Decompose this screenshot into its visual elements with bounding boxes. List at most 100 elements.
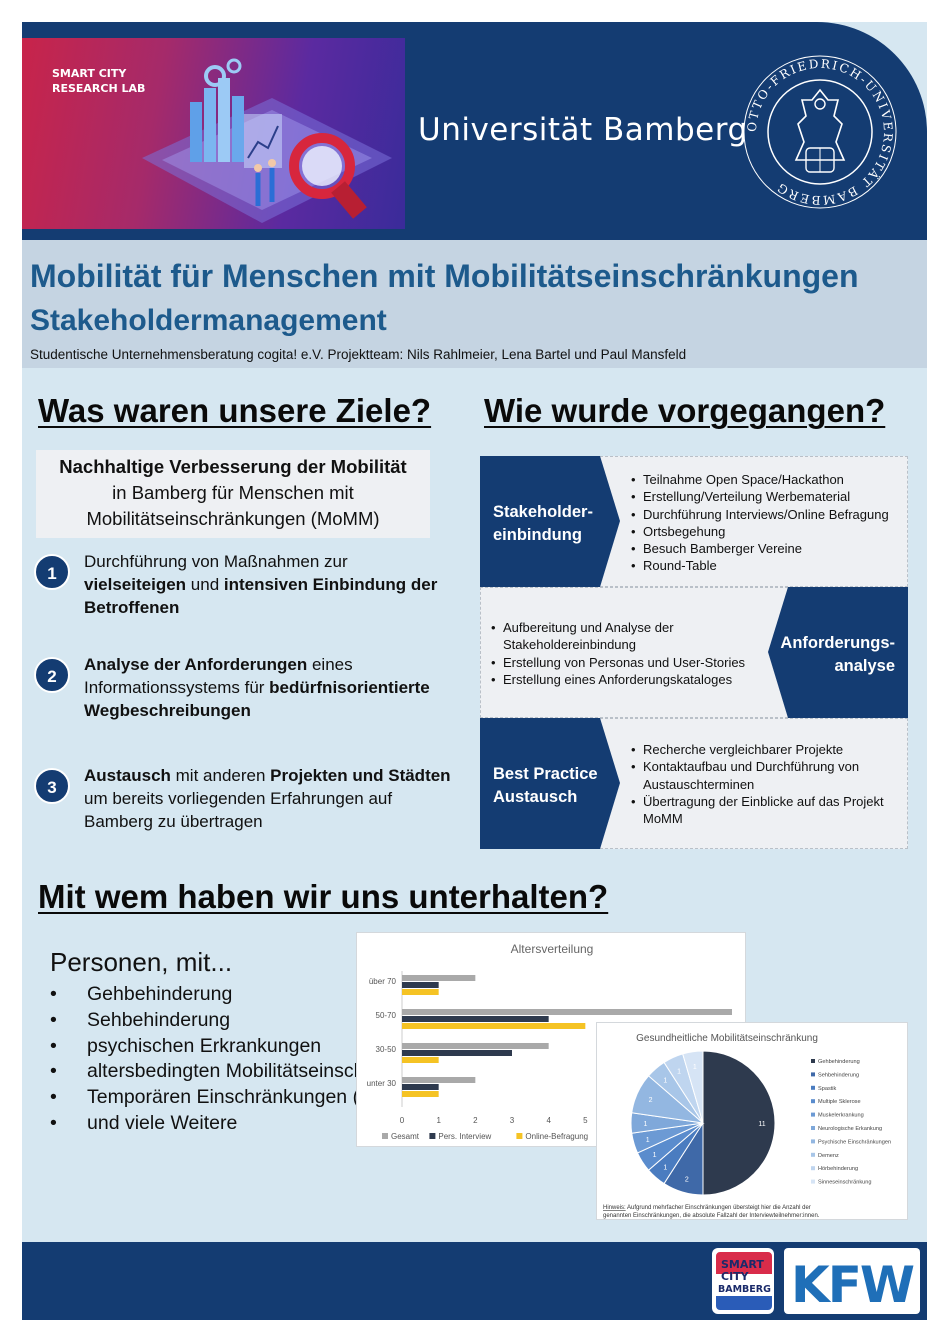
smart-city-lab-banner: SMART CITY RESEARCH LAB [22, 38, 405, 229]
slice-label: 1 [643, 1121, 647, 1128]
legend-label: Demenz [818, 1153, 839, 1159]
project-team: Studentische Unternehmensberatung cogita… [30, 347, 687, 362]
goal-text: Austausch mit anderen Projekten und Städ… [84, 764, 464, 833]
legend-label: Multiple Sklerose [818, 1099, 861, 1105]
step-label-line: einbindung [493, 526, 582, 544]
list-item: Teilnahme Open Space/Hackathon [631, 471, 901, 489]
chart-title: Altersverteilung [511, 942, 594, 956]
x-tick-label: 3 [510, 1116, 515, 1125]
legend-label: Gehbehinderung [818, 1059, 860, 1065]
legend-swatch [811, 1099, 815, 1104]
bar [402, 1057, 439, 1063]
bar [402, 982, 439, 988]
goal-summary-line3: Mobilitätseinschränkungen (MoMM) [86, 508, 380, 529]
goal-text-bold: bedürfnisorientierte Wegbeschreibungen [84, 678, 430, 720]
list-item: Sehbehinderung [50, 1008, 620, 1034]
title-band: Mobilität für Menschen mit Mobilitätsein… [22, 240, 927, 368]
process-step-stakeholder: Stakeholder- einbindung Teilnahme Open S… [480, 456, 908, 587]
list-item: psychischen Erkrankungen [50, 1034, 620, 1060]
list-item: Durchführung Interviews/Online Befragung [631, 506, 901, 524]
bar [402, 989, 439, 995]
bar [402, 1043, 549, 1049]
legend-label: Online-Befragung [525, 1132, 588, 1141]
legend-swatch [811, 1072, 815, 1077]
slice-label: 1 [693, 1064, 697, 1071]
age-bar-chart: Altersverteilung 0 1 2 3 4 5 über 70 50-70 30-50 u… [367, 942, 732, 1141]
step-label-line: Stakeholder- [493, 503, 593, 521]
slice-label: 11 [758, 1121, 765, 1128]
kfw-logo: KFW [784, 1248, 920, 1314]
goal-text-plain: Durchführung von Maßnahmen zur [84, 552, 348, 571]
slice-label: 1 [677, 1069, 681, 1076]
goal-text-bold: Projekten und Städten [270, 766, 451, 785]
goal-text-plain: mit anderen [170, 766, 271, 785]
legend-label: Sehbehinderung [818, 1072, 859, 1078]
category-label: über 70 [369, 977, 397, 986]
category-label: unter 30 [367, 1079, 397, 1088]
legend-label: Gesamt [391, 1132, 420, 1141]
lab-title: SMART CITY RESEARCH LAB [52, 67, 146, 95]
step-label-line: Best Practice [493, 765, 598, 783]
chart-title: Gesundheitliche Mobilitätseinschränkung [636, 1033, 818, 1044]
bar [402, 1077, 476, 1083]
scb-line2: CITY [721, 1270, 750, 1283]
pie-slice [702, 1050, 776, 1196]
list-item: Erstellung eines Anforderungskataloges [491, 671, 761, 689]
list-item: und viele Weitere [50, 1111, 620, 1137]
category-label: 50-70 [376, 1011, 397, 1020]
bar [402, 1091, 439, 1097]
x-tick-label: 2 [473, 1116, 478, 1125]
step-bullets: Teilnahme Open Space/Hackathon Erstellun… [631, 471, 901, 575]
step-chevron [480, 718, 620, 849]
slice-label: 1 [663, 1165, 667, 1172]
persons-title: Personen, mit... [50, 947, 233, 977]
x-tick-label: 1 [436, 1116, 441, 1125]
legend-swatch [811, 1112, 815, 1117]
step-chevron [768, 587, 908, 718]
university-name: Universität Bamberg [418, 112, 748, 148]
slice-label: 1 [653, 1152, 657, 1159]
health-pie-chart: Gesundheitliche Mobilitätseinschränkung 1… [603, 1033, 891, 1219]
list-item: Gehbehinderung [50, 982, 620, 1008]
legend-swatch [811, 1152, 815, 1157]
poster-subtitle: Stakeholdermanagement [30, 304, 387, 337]
goal-text-plain: und [186, 575, 224, 594]
scb-line3: BAMBERG [718, 1284, 771, 1295]
legend-label: Psychische Einschränkungen [818, 1139, 891, 1145]
health-restriction-chart: Gesundheitliche Mobilitätseinschränkung 1… [596, 1022, 908, 1220]
legend-label: Hörbehinderung [818, 1166, 858, 1172]
list-item: Round-Table [631, 557, 901, 575]
legend-swatch [811, 1179, 815, 1184]
x-tick-label: 5 [583, 1116, 588, 1125]
poster-title: Mobilität für Menschen mit Mobilitätsein… [30, 258, 859, 294]
legend-label: Spastik [818, 1086, 837, 1092]
goal-text-bold: Austausch [84, 766, 171, 785]
step-label: Anforderungs- analyse [780, 632, 895, 678]
legend-swatch [811, 1139, 815, 1144]
note-text: Aufgrund mehrfacher Einschränkungen über… [627, 1205, 811, 1211]
talks-heading: Mit wem haben wir uns unterhalten? [38, 878, 609, 915]
bar [402, 1023, 586, 1029]
step-label-line: Austausch [493, 788, 578, 806]
smart-city-bamberg-logo: SMART CITY BAMBERG [712, 1248, 774, 1314]
legend-swatch [382, 1133, 388, 1139]
goal-text-plain: um bereits vorliegenden Erfahrungen auf … [84, 789, 393, 831]
legend-label: Sinneseinschränkung [818, 1180, 872, 1186]
note-label: Hinweis: [603, 1205, 626, 1211]
goal-item-3: 3 Austausch mit anderen Projekten und St… [34, 764, 454, 834]
slice-label: 2 [649, 1097, 653, 1104]
step-label: Stakeholder- einbindung [493, 501, 593, 547]
goal-text-bold: Analyse der Anforderungen [84, 655, 308, 674]
bar [402, 1016, 549, 1022]
list-item: Aufbereitung und Analyse der Stakeholder… [491, 619, 761, 654]
poster: SMART CITY RESEARCH LAB Universität Bamb… [22, 22, 927, 1320]
legend-label: Pers. Interview [438, 1132, 491, 1141]
bar [402, 975, 476, 981]
goal-number-badge: 2 [34, 657, 70, 693]
goal-number-badge: 1 [34, 554, 70, 590]
goal-summary-line2: in Bamberg für Menschen mit [112, 482, 354, 503]
goal-text: Durchführung von Maßnahmen zur vielseite… [84, 550, 464, 619]
scb-line1: SMART [721, 1258, 764, 1271]
legend-swatch [516, 1133, 523, 1139]
footer: SMART CITY BAMBERG KFW [22, 1242, 927, 1320]
